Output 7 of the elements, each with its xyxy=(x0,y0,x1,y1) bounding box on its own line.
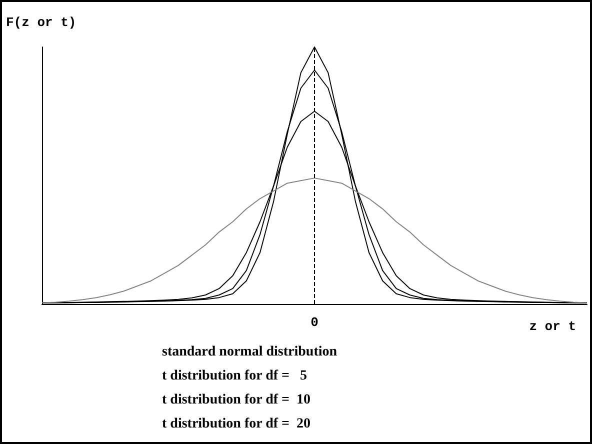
text: t distribution for df = 5 xyxy=(162,368,308,384)
text: t distribution for df = 20 xyxy=(162,416,311,432)
x-axis-title: z or t xyxy=(529,319,576,334)
text: standard normal distribution xyxy=(162,344,338,360)
text: 0 xyxy=(310,315,318,330)
y-axis-title: F(z or t) xyxy=(6,15,76,30)
text: t distribution for df = 10 xyxy=(162,392,311,408)
